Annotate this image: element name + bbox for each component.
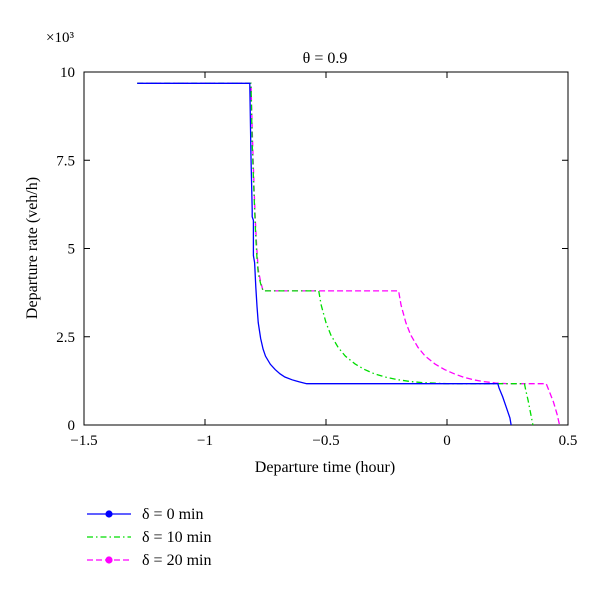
- plot-area: −1.5 −1 −0.5 0 0.5 0 2.5 5 7.5 10: [56, 65, 577, 449]
- y-axis-multiplier-label: ×10³: [46, 30, 74, 46]
- series-line-1: [137, 82, 534, 426]
- y-tick-label: 0: [68, 418, 76, 434]
- y-tick-label: 10: [60, 65, 75, 81]
- x-tick-label: 0: [443, 433, 451, 449]
- series-line-0: [137, 82, 512, 426]
- legend: δ = 0 min δ = 10 min δ = 20 min: [87, 506, 211, 569]
- y-tick-label: 2.5: [56, 330, 75, 346]
- legend-swatch-marker: [105, 510, 113, 518]
- chart-title: θ = 0.9: [303, 50, 348, 67]
- y-tick-label: 7.5: [56, 153, 75, 169]
- legend-item-2: δ = 20 min: [87, 552, 211, 569]
- y-tick-label: 5: [68, 242, 76, 258]
- series-line-2: [137, 82, 561, 426]
- x-tick-label: −0.5: [312, 433, 339, 449]
- x-tick-label: −1: [197, 433, 213, 449]
- y-axis-title: Departure rate (veh/h): [24, 177, 41, 319]
- legend-label: δ = 20 min: [142, 552, 211, 569]
- legend-swatch-marker: [105, 556, 113, 564]
- legend-item-1: δ = 10 min: [87, 529, 211, 546]
- x-tick-label: −1.5: [70, 433, 97, 449]
- plot-frame: [83, 71, 569, 426]
- x-tick-label: 0.5: [559, 433, 578, 449]
- legend-label: δ = 10 min: [142, 529, 211, 546]
- legend-item-0: δ = 0 min: [87, 506, 203, 523]
- x-axis-title: Departure time (hour): [255, 459, 395, 476]
- legend-label: δ = 0 min: [142, 506, 203, 523]
